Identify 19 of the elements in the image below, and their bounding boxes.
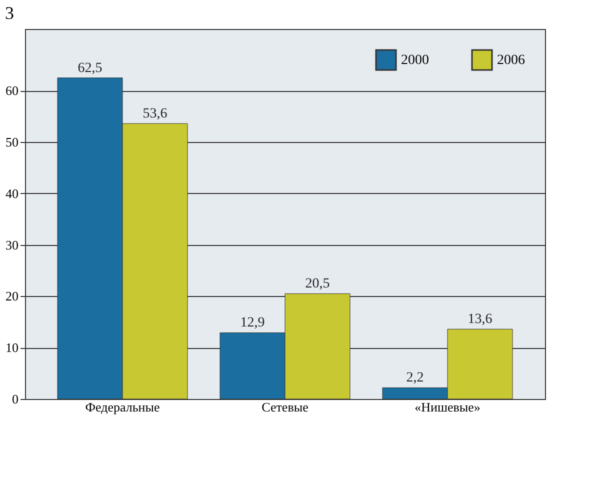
legend-label: 2006: [497, 53, 525, 68]
data-label: 20,5: [305, 276, 330, 292]
y-tick-label: 50: [6, 134, 18, 150]
y-tick-label: 60: [6, 83, 18, 98]
y-tick-label: 20: [6, 288, 18, 304]
x-tick-label: Федеральные: [85, 400, 160, 414]
y-tick-label: 0: [12, 392, 18, 406]
y-tick-label: 30: [6, 237, 18, 252]
data-label: 53,6: [142, 106, 168, 122]
data-label: 12,9: [240, 316, 265, 331]
x-tick-label: «Нишевые»: [414, 400, 480, 414]
data-label: 2,2: [406, 370, 424, 386]
data-label: 13,6: [468, 312, 492, 328]
y-tick-label: 10: [6, 340, 18, 356]
x-tick-label: Сетевые: [262, 400, 309, 414]
legend-label: 2000: [401, 53, 429, 68]
y-tick-label: 40: [6, 186, 18, 201]
data-label: 62,5: [78, 60, 102, 76]
chart-title: 3: [5, 3, 14, 23]
